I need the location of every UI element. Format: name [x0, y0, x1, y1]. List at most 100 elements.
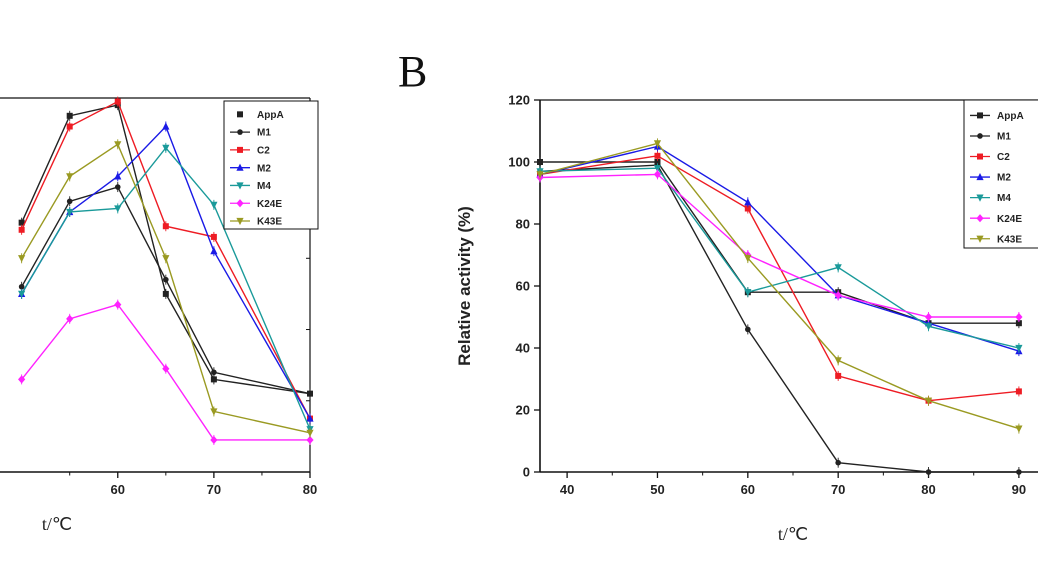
panel-b-chart: 40 50 60 70 80 90 0 20 40 60 80 100 120 t/℃ Relative a…	[455, 93, 1038, 544]
panel-b-legend-m4-label: M4	[997, 193, 1011, 204]
panel-b-y-tick-label: 100	[508, 155, 530, 170]
panel-b-series-c2-point	[744, 205, 751, 212]
panel-a-x-tick-label: 60	[111, 482, 125, 497]
panel-b-letter: B	[398, 47, 427, 96]
panel-a-series-k43e-line	[21, 143, 311, 434]
panel-b-x-tick-label: 40	[560, 482, 574, 497]
panel-a-series-k24e-point	[114, 300, 122, 309]
panel-a-series-appa-point	[210, 376, 217, 383]
panel-b-legend-m4-marker	[976, 194, 984, 202]
panel-a-series-m1-point	[66, 198, 73, 205]
panel-b-y-tick-label: 0	[523, 465, 530, 480]
panel-a-series-appa-point	[18, 219, 25, 226]
panel-b-series-m2-point	[744, 198, 752, 206]
panel-b-series-m4-point	[924, 323, 933, 331]
panel-b-series-appa-point	[1015, 320, 1022, 327]
panel-a-series-k24e-line	[21, 303, 310, 441]
panel-b-series-appa-line	[540, 161, 1019, 324]
panel-a-series-m4-point	[162, 144, 170, 152]
panel-b-series-k43e-point	[1015, 425, 1023, 433]
panel-a-series-m2-point	[162, 122, 170, 130]
panel-b-legend-box	[963, 99, 1038, 249]
panel-b-series-k24e-point	[1015, 312, 1023, 322]
panel-b-x-tick-label: 50	[650, 482, 664, 497]
panel-b-series-k24e-line	[539, 173, 1019, 318]
panel-a-series-appa-point	[66, 112, 73, 119]
panel-a-series-m4-point	[114, 205, 122, 213]
panel-b-series-k24e-point	[834, 291, 842, 300]
panel-b-legend-c2-label: C2	[997, 152, 1010, 163]
panel-a-series-k24e-point	[306, 435, 314, 445]
panel-b-series-m4-point	[834, 264, 842, 272]
panel-a-series-m1-point	[163, 276, 169, 283]
panel-a-series-k24e-point	[66, 314, 74, 323]
panel-b-x-tick-label: 60	[741, 482, 755, 497]
panel-a-x-tick-label: 70	[207, 482, 221, 497]
panel-a-legend-m1-label: M1	[257, 128, 271, 139]
panel-a-series-k43e-point	[210, 408, 218, 416]
panel-b-series-k43e-point	[924, 397, 933, 405]
panel-b-series-appa-point	[537, 159, 543, 165]
panel-a-series-c2-point	[66, 123, 73, 130]
panel-a-series-m1-line	[21, 186, 311, 395]
panel-a-series-k24e-point	[210, 435, 218, 445]
panel-b-x-tick-label: 90	[1012, 482, 1026, 497]
panel-b-x-axis-label: t/℃	[778, 524, 808, 544]
panel-b-series-m4-line	[539, 167, 1020, 349]
panel-b-legend-m1-marker	[977, 133, 983, 139]
panel-a-legend-m1-marker	[237, 129, 243, 135]
panel-a-legend-k24e-marker	[236, 199, 244, 208]
panel-a-series-c2-point	[210, 233, 217, 240]
panel-b-y-tick-label: 80	[516, 217, 530, 232]
panel-b-series-m1-line	[539, 164, 1019, 473]
panel-a-series-k43e-point	[18, 255, 26, 263]
panel-b-legend-appa-marker	[977, 112, 983, 119]
panel-b-y-axis-label: Relative activity (%)	[455, 206, 474, 366]
panel-b-series-k24e-point	[924, 312, 933, 322]
panel-a-x-axis-label: t/℃	[42, 514, 72, 534]
panel-b-legend-k24e-marker	[976, 214, 984, 223]
panel-b-series-m4-point	[1015, 344, 1023, 353]
panel-b-series-m1-point	[1016, 469, 1022, 475]
panel-b-series-c2-line	[539, 155, 1019, 402]
panel-a-legend-m2-label: M2	[257, 163, 271, 174]
panel-a-x-tick-label: 80	[303, 482, 317, 497]
panel-a-chart: 60 70 80 t/℃ AppA M1 C2 M2 M4 K24E K43E	[0, 96, 319, 534]
panel-a-legend-k43e-label: K43E	[257, 217, 282, 228]
panel-b-legend-k43e-label: K43E	[997, 234, 1022, 245]
panel-a-series-m4-point	[210, 201, 218, 209]
panel-b-series-m1-point	[925, 469, 932, 475]
panel-a-series-k43e-point	[306, 429, 314, 437]
panel-a-series-m2-point	[210, 247, 218, 255]
panel-a-series-m4-line	[21, 146, 311, 430]
panel-a-series-c2-line	[21, 100, 311, 419]
panel-b-series-c2-point	[835, 372, 842, 379]
panel-a-legend-m4-label: M4	[257, 181, 271, 192]
panel-b-series-m4-point	[744, 289, 752, 297]
panel-b-legend-m2-marker	[976, 172, 984, 181]
panel-b-x-tick-label: 70	[831, 482, 845, 497]
panel-a-series-c2-point	[18, 226, 25, 233]
panel-b-series-m1-point	[835, 459, 841, 466]
panel-a-series-k43e-point	[66, 173, 74, 181]
panel-a-series-m4-point	[66, 208, 74, 217]
panel-a-series-m1-point	[18, 283, 25, 290]
panel-b-x-tick-label: 80	[921, 482, 935, 497]
panel-b-series-k43e-point	[744, 255, 752, 263]
panel-b-series-k24e-point	[653, 170, 662, 179]
panel-a-series-k43e-point	[162, 255, 170, 263]
panel-b-series-m1-point	[745, 326, 751, 333]
panel-a-legend-c2-label: C2	[257, 145, 270, 156]
panel-a-legend-appa-marker	[237, 111, 243, 118]
panel-b-series-m4-point	[653, 165, 662, 173]
panel-b-series-k43e-point	[834, 357, 842, 365]
panel-b-legend-k43e-marker	[976, 235, 984, 243]
panel-b-y-tick-label: 20	[516, 403, 530, 418]
panel-b-y-tick-label: 40	[516, 341, 530, 356]
panel-b-y-tick-label: 120	[508, 93, 530, 108]
panel-b-legend-appa-label: AppA	[997, 111, 1024, 122]
panel-b-series-m2-line	[539, 145, 1020, 352]
panel-b-series-c2-point	[1015, 388, 1022, 395]
panel-b-series-k43e-point	[536, 171, 544, 179]
